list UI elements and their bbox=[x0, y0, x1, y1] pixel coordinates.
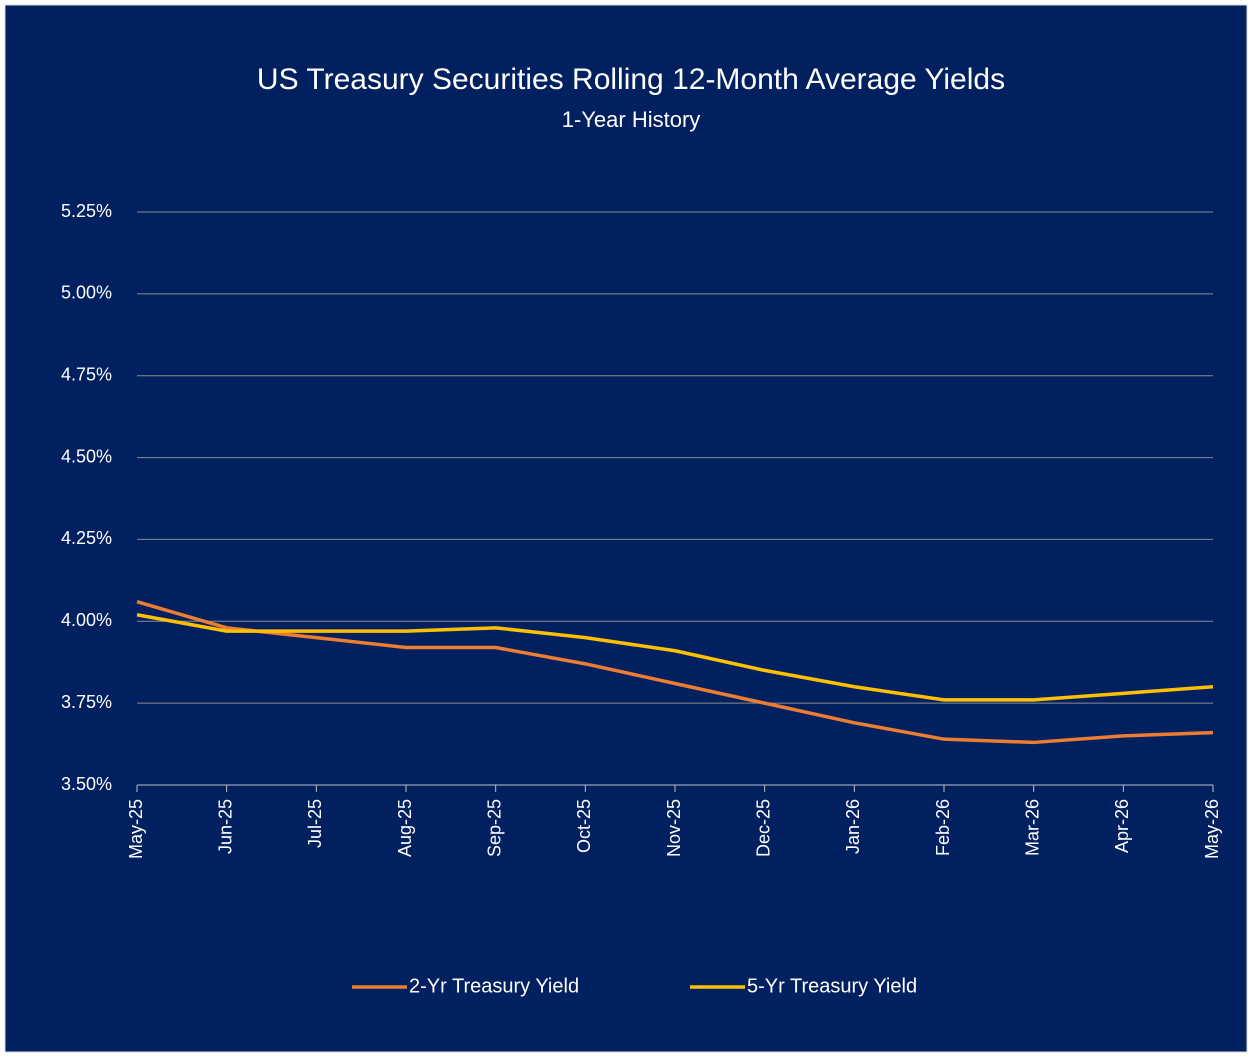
series-line bbox=[136, 599, 1214, 745]
x-tick-label: Jun-25 bbox=[215, 799, 235, 854]
legend-label: 5-Yr Treasury Yield bbox=[747, 975, 917, 997]
x-tick-label: Nov-25 bbox=[664, 799, 684, 857]
chart-background bbox=[4, 4, 1248, 1053]
x-tick-label: Apr-26 bbox=[1112, 799, 1132, 853]
y-tick-label: 3.75% bbox=[61, 692, 112, 712]
legend-label: 2-Yr Treasury Yield bbox=[409, 975, 579, 997]
x-tick-label: Jul-25 bbox=[305, 799, 325, 848]
y-tick-label: 5.25% bbox=[61, 201, 112, 221]
y-tick-label: 4.50% bbox=[61, 446, 112, 466]
x-tick-label: Mar-26 bbox=[1022, 799, 1042, 856]
x-tick-label: Feb-26 bbox=[933, 799, 953, 856]
x-tick-label: Sep-25 bbox=[484, 799, 504, 857]
series-line bbox=[136, 613, 1214, 702]
y-tick-label: 3.50% bbox=[61, 774, 112, 794]
y-tick-label: 4.25% bbox=[61, 528, 112, 548]
x-tick-label: Dec-25 bbox=[753, 799, 773, 857]
y-tick-label: 4.00% bbox=[61, 610, 112, 630]
chart-subtitle: 1-Year History bbox=[562, 107, 701, 132]
chart-title: US Treasury Securities Rolling 12-Month … bbox=[257, 63, 1005, 96]
x-tick-label: May-26 bbox=[1202, 799, 1222, 859]
y-tick-label: 4.75% bbox=[61, 364, 112, 384]
x-tick-label: Aug-25 bbox=[395, 799, 415, 857]
x-tick-label: Oct-25 bbox=[574, 799, 594, 853]
y-tick-label: 5.00% bbox=[61, 283, 112, 303]
x-tick-label: May-25 bbox=[126, 799, 146, 859]
x-tick-label: Jan-26 bbox=[843, 799, 863, 854]
